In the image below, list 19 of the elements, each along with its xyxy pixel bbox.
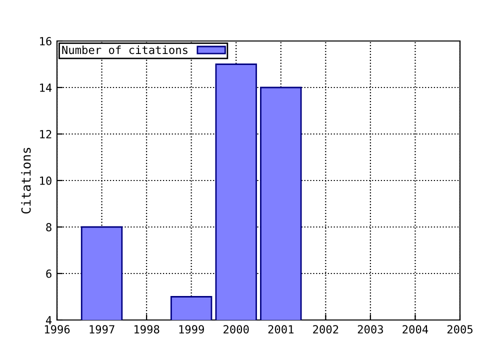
y-tick-label: 8 [46, 223, 52, 232]
x-tick-label: 1999 [179, 325, 204, 334]
x-tick-label: 2002 [313, 325, 338, 334]
y-tick-label: 16 [40, 37, 52, 46]
x-tick-label: 2004 [402, 325, 428, 334]
y-tick-label: 12 [40, 130, 52, 138]
y-tick-label: 6 [46, 270, 52, 278]
x-tick-label: 1996 [44, 325, 70, 334]
legend-label: Number of citations [62, 46, 188, 54]
x-tick-label: 2003 [358, 325, 383, 334]
x-tick-label: 2001 [268, 325, 294, 334]
y-tick-label: 4 [46, 316, 52, 324]
x-tick-label: 1998 [134, 325, 160, 334]
x-tick-label: 2000 [224, 325, 249, 334]
x-tick-label: 1997 [90, 325, 114, 334]
x-tick-label: 2005 [447, 325, 472, 334]
y-tick-label: 14 [40, 84, 52, 92]
y-tick-label: 10 [40, 176, 52, 185]
y-axis-title: Citations [21, 148, 31, 214]
